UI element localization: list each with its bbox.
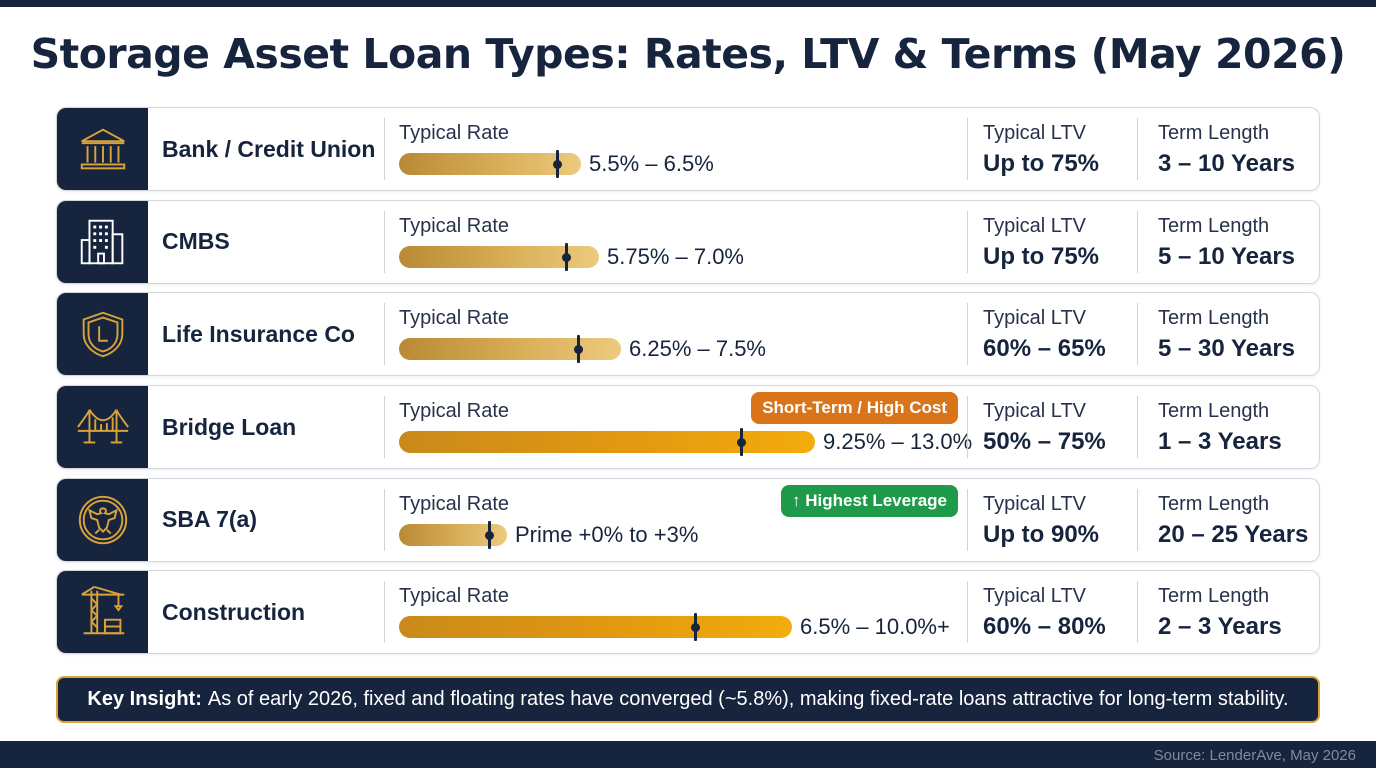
loan-type-name: SBA 7(a) <box>162 506 257 533</box>
loan-row: Construction Typical Rate 6.5% – 10.0%+ … <box>56 570 1320 655</box>
loan-row: Life Insurance Co Typical Rate 6.25% – 7… <box>56 292 1320 377</box>
row-badge: ↑ Highest Leverage <box>781 484 958 517</box>
rate-bar <box>399 431 815 454</box>
bank-icon <box>57 108 148 190</box>
rate-value: 6.5% – 10.0%+ <box>800 614 950 640</box>
ltv-label: Typical LTV <box>983 585 1086 608</box>
term-value: 2 – 3 Years <box>1158 613 1282 641</box>
rate-marker <box>553 150 562 178</box>
ltv-value: 50% – 75% <box>983 428 1106 456</box>
loan-type-name: CMBS <box>162 228 230 255</box>
loan-type-name: Bank / Credit Union <box>162 135 376 162</box>
bridge-icon <box>57 386 148 469</box>
row-badge: Short-Term / High Cost <box>751 392 958 425</box>
rate-label: Typical Rate <box>399 585 510 608</box>
rate-bar <box>399 153 581 175</box>
column-divider <box>384 118 385 180</box>
loan-row: Bank / Credit Union Typical Rate 5.5% – … <box>56 107 1320 191</box>
column-divider <box>1137 396 1138 459</box>
column-divider <box>967 210 968 273</box>
term-label: Term Length <box>1158 585 1270 608</box>
rate-bar <box>399 523 507 546</box>
column-divider <box>384 581 385 644</box>
source-note: Source: LenderAve, May 2026 <box>1153 747 1356 764</box>
eagle-seal-icon <box>57 478 148 561</box>
term-value: 3 – 10 Years <box>1158 150 1296 177</box>
ltv-label: Typical LTV <box>983 492 1086 515</box>
bottom-bar <box>0 741 1376 768</box>
column-divider <box>967 118 968 180</box>
crane-icon <box>57 571 148 654</box>
rate-value: 9.25% – 13.0% <box>823 429 973 455</box>
term-value: 5 – 10 Years <box>1158 242 1296 270</box>
loan-row: SBA 7(a) Typical Rate ↑ Highest Leverage… <box>56 477 1320 562</box>
ltv-label: Typical LTV <box>983 307 1086 330</box>
ltv-value: Up to 90% <box>983 520 1100 548</box>
loan-row: Bridge Loan Typical Rate Short-Term / Hi… <box>56 385 1320 470</box>
column-divider <box>967 488 968 551</box>
term-value: 20 – 25 Years <box>1158 520 1309 548</box>
term-value: 5 – 30 Years <box>1158 335 1296 363</box>
column-divider <box>384 396 385 459</box>
rate-bar <box>399 616 792 639</box>
ltv-value: 60% – 65% <box>983 335 1106 363</box>
key-insight-banner: Key Insight: As of early 2026, fixed and… <box>56 676 1320 723</box>
rate-value: 5.5% – 6.5% <box>589 151 714 176</box>
rate-label: Typical Rate <box>399 400 510 423</box>
rate-label: Typical Rate <box>399 122 510 144</box>
column-divider <box>1137 581 1138 644</box>
term-label: Term Length <box>1158 307 1270 330</box>
loan-type-name: Life Insurance Co <box>162 320 355 347</box>
column-divider <box>384 488 385 551</box>
rate-marker <box>574 335 583 364</box>
column-divider <box>384 303 385 366</box>
column-divider <box>967 303 968 366</box>
column-divider <box>1137 118 1138 180</box>
top-accent-bar <box>0 0 1376 7</box>
loan-type-name: Bridge Loan <box>162 413 297 440</box>
rate-value: Prime +0% to +3% <box>515 521 699 547</box>
rate-marker <box>737 428 746 457</box>
ltv-label: Typical LTV <box>983 214 1086 237</box>
column-divider <box>1137 210 1138 273</box>
column-divider <box>384 210 385 273</box>
rate-value: 6.25% – 7.5% <box>629 336 766 362</box>
loan-type-name: Construction <box>162 598 306 625</box>
ltv-value: 60% – 80% <box>983 613 1106 641</box>
ltv-value: Up to 75% <box>983 242 1100 270</box>
rate-value: 5.75% – 7.0% <box>607 243 744 269</box>
term-label: Term Length <box>1158 492 1270 515</box>
term-label: Term Length <box>1158 122 1270 144</box>
column-divider <box>967 581 968 644</box>
insight-label: Key Insight: <box>87 688 202 710</box>
insight-text: As of early 2026, fixed and floating rat… <box>207 688 1289 710</box>
rate-bar <box>399 245 599 268</box>
loan-row: CMBS Typical Rate 5.75% – 7.0% Typical L… <box>56 199 1320 284</box>
rate-marker <box>562 242 571 271</box>
shield-icon <box>57 293 148 376</box>
rate-label: Typical Rate <box>399 492 510 515</box>
ltv-value: Up to 75% <box>983 150 1100 177</box>
term-label: Term Length <box>1158 214 1270 237</box>
rate-marker <box>691 613 700 642</box>
ltv-label: Typical LTV <box>983 122 1086 144</box>
column-divider <box>1137 488 1138 551</box>
rate-label: Typical Rate <box>399 307 510 330</box>
ltv-label: Typical LTV <box>983 400 1086 423</box>
term-value: 1 – 3 Years <box>1158 428 1282 456</box>
rate-marker <box>485 520 494 549</box>
rate-label: Typical Rate <box>399 214 510 237</box>
office-building-icon <box>57 200 148 283</box>
page-title: Storage Asset Loan Types: Rates, LTV & T… <box>30 30 1346 78</box>
term-label: Term Length <box>1158 400 1270 423</box>
rate-bar <box>399 338 621 361</box>
column-divider <box>1137 303 1138 366</box>
column-divider <box>967 396 968 459</box>
loan-table: Bank / Credit Union Typical Rate 5.5% – … <box>56 107 1320 663</box>
